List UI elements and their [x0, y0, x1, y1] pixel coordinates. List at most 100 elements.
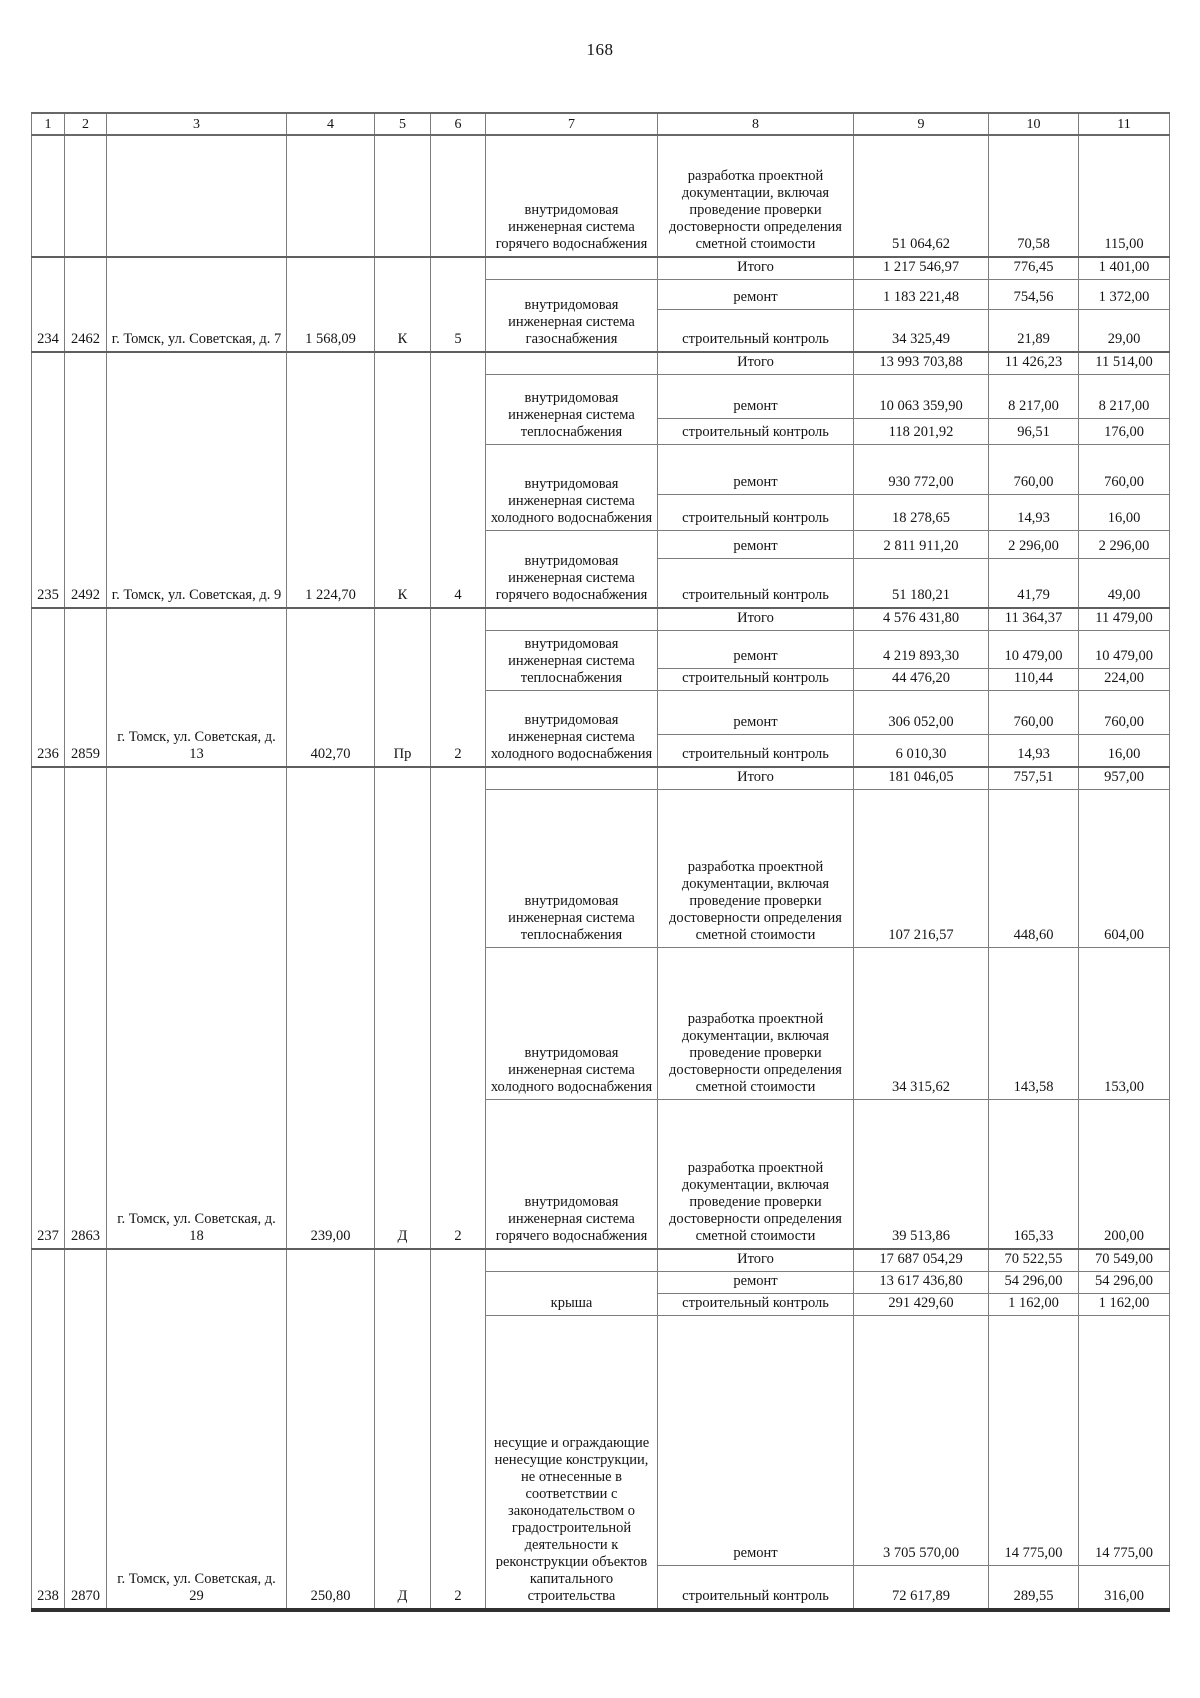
col10-cell: 165,33	[988, 1098, 1079, 1250]
work-row: внутридомовая инженерная система горячег…	[32, 1098, 1170, 1250]
house-total-row: 234 2462 г. Томск, ул. Советская, д. 7 1…	[31, 256, 1170, 352]
work-row: внутридомовая инженерная система холодно…	[32, 946, 1170, 1100]
system-label-cell: внутридомовая инженерная система теплосн…	[485, 373, 658, 445]
cost-cell: 39 513,86	[853, 1098, 989, 1250]
col11-cell: 8 217,00	[1078, 373, 1170, 419]
total-label-cell: Итого	[657, 765, 854, 790]
cost-cell: 2 811 911,20	[853, 529, 989, 559]
col11-cell: 1 401,00	[1078, 256, 1170, 280]
total-label-cell: Итого	[657, 256, 854, 280]
work-row: внутридомовая инженерная система холодно…	[32, 690, 1170, 767]
cost-cell: 930 772,00	[853, 443, 989, 495]
area-cell: 239,00	[286, 765, 375, 1250]
work-type-cell: строительный контроль	[657, 417, 854, 445]
house-type-cell: Д	[374, 765, 431, 1250]
cost-cell: 1 217 546,97	[853, 256, 989, 280]
house-type-cell: Д	[374, 1248, 431, 1610]
col10-cell: 776,45	[988, 256, 1079, 280]
column-numbers-row: 1 2 3 4 5 6 7 8 9 10 11	[31, 112, 1170, 136]
cost-cell: 291 429,60	[853, 1293, 989, 1316]
cost-cell: 13 993 703,88	[853, 350, 989, 375]
address-cell: г. Томск, ул. Советская, д. 13	[106, 607, 287, 767]
system-label-cell: внутридомовая инженерная система горячег…	[485, 1098, 658, 1250]
cost-cell: 51 064,62	[853, 134, 989, 258]
capital-repair-works-table: 1 2 3 4 5 6 7 8 9 10 11 внутридомовая ин…	[31, 112, 1170, 1612]
work-row: внутридомовая инженерная система газосна…	[32, 279, 1170, 352]
cost-cell: 17 687 054,29	[853, 1248, 989, 1272]
work-type-cell: строительный контроль	[657, 557, 854, 609]
empty-cell	[485, 256, 658, 280]
house-number-cell: 238	[31, 1248, 65, 1610]
cost-cell: 34 315,62	[853, 946, 989, 1100]
work-type-cell: строительный контроль	[657, 309, 854, 352]
work-type-cell: строительный контроль	[657, 668, 854, 691]
work-type-cell: разработка проектной документации, включ…	[657, 788, 854, 948]
col11-cell: 11 514,00	[1078, 350, 1170, 375]
address-cell: г. Томск, ул. Советская, д. 7	[106, 256, 287, 352]
house-type-cell: К	[374, 350, 431, 609]
col10-cell: 14,93	[988, 734, 1079, 767]
work-row: внутридомовая инженерная система холодно…	[32, 443, 1170, 531]
col11-cell: 54 296,00	[1078, 1271, 1170, 1294]
col11-cell: 10 479,00	[1078, 630, 1170, 669]
work-row: внутридомовая инженерная система теплосн…	[32, 630, 1170, 691]
area-cell: 1 568,09	[286, 256, 375, 352]
col10-cell: 11 426,23	[988, 350, 1079, 375]
work-row: несущие и ограждающие ненесущие конструк…	[32, 1315, 1170, 1610]
col10-cell: 11 364,37	[988, 607, 1079, 631]
total-label-cell: Итого	[657, 350, 854, 375]
address-cell: г. Томск, ул. Советская, д. 29	[106, 1248, 287, 1610]
col11-cell: 1 372,00	[1078, 279, 1170, 310]
col11-cell: 70 549,00	[1078, 1248, 1170, 1272]
header-cell: 2	[64, 112, 107, 136]
page-number: 168	[586, 40, 614, 59]
work-row: строительный контроль 18 278,65 14,93 16…	[32, 493, 1170, 531]
work-type-cell: ремонт	[657, 690, 854, 735]
work-row: внутридомовая инженерная система теплосн…	[32, 788, 1170, 948]
carryover-row: внутридомовая инженерная система горячег…	[31, 134, 1170, 258]
system-label-cell: внутридомовая инженерная система газосна…	[485, 279, 658, 352]
col11-cell: 16,00	[1078, 493, 1170, 531]
work-type-cell: ремонт	[657, 443, 854, 495]
work-row: внутридомовая инженерная система теплосн…	[32, 373, 1170, 445]
area-cell: 1 224,70	[286, 350, 375, 609]
system-label-cell: крыша	[485, 1271, 658, 1316]
system-label-cell: внутридомовая инженерная система теплосн…	[485, 630, 658, 691]
work-type-cell: разработка проектной документации, включ…	[657, 1098, 854, 1250]
house-total-row: 238 2870 г. Томск, ул. Советская, д. 29 …	[31, 1248, 1170, 1610]
work-type-cell: ремонт	[657, 529, 854, 559]
col10-cell: 110,44	[988, 668, 1079, 691]
system-label-cell: внутридомовая инженерная система холодно…	[485, 690, 658, 767]
col10-cell: 754,56	[988, 279, 1079, 310]
col10-cell: 14,93	[988, 493, 1079, 531]
header-cell: 7	[485, 112, 658, 136]
system-label-cell: внутридомовая инженерная система горячег…	[485, 134, 658, 258]
cost-cell: 13 617 436,80	[853, 1271, 989, 1294]
col10-cell: 96,51	[988, 417, 1079, 445]
empty-cell	[64, 134, 107, 258]
house-total-row: 236 2859 г. Томск, ул. Советская, д. 13 …	[31, 607, 1170, 767]
work-type-cell: ремонт	[657, 1315, 854, 1566]
cost-cell: 306 052,00	[853, 690, 989, 735]
header-cell: 11	[1078, 112, 1170, 136]
header-cell: 10	[988, 112, 1079, 136]
empty-cell	[485, 350, 658, 375]
col11-cell: 957,00	[1078, 765, 1170, 790]
work-type-cell: ремонт	[657, 373, 854, 419]
work-row: строительный контроль 291 429,60 1 162,0…	[32, 1293, 1170, 1316]
reg-number-cell: 2492	[64, 350, 107, 609]
header-cell: 9	[853, 112, 989, 136]
cost-cell: 1 183 221,48	[853, 279, 989, 310]
col11-cell: 760,00	[1078, 690, 1170, 735]
work-type-cell: ремонт	[657, 1271, 854, 1294]
col10-cell: 10 479,00	[988, 630, 1079, 669]
work-row: внутридомовая инженерная система горячег…	[32, 529, 1170, 609]
empty-cell	[374, 134, 431, 258]
header-cell: 1	[31, 112, 65, 136]
system-label-cell: внутридомовая инженерная система теплосн…	[485, 788, 658, 948]
system-label-cell: внутридомовая инженерная система холодно…	[485, 443, 658, 531]
col11-cell: 200,00	[1078, 1098, 1170, 1250]
cost-cell: 51 180,21	[853, 557, 989, 609]
system-label-cell: несущие и ограждающие ненесущие конструк…	[485, 1315, 658, 1610]
reg-number-cell: 2859	[64, 607, 107, 767]
